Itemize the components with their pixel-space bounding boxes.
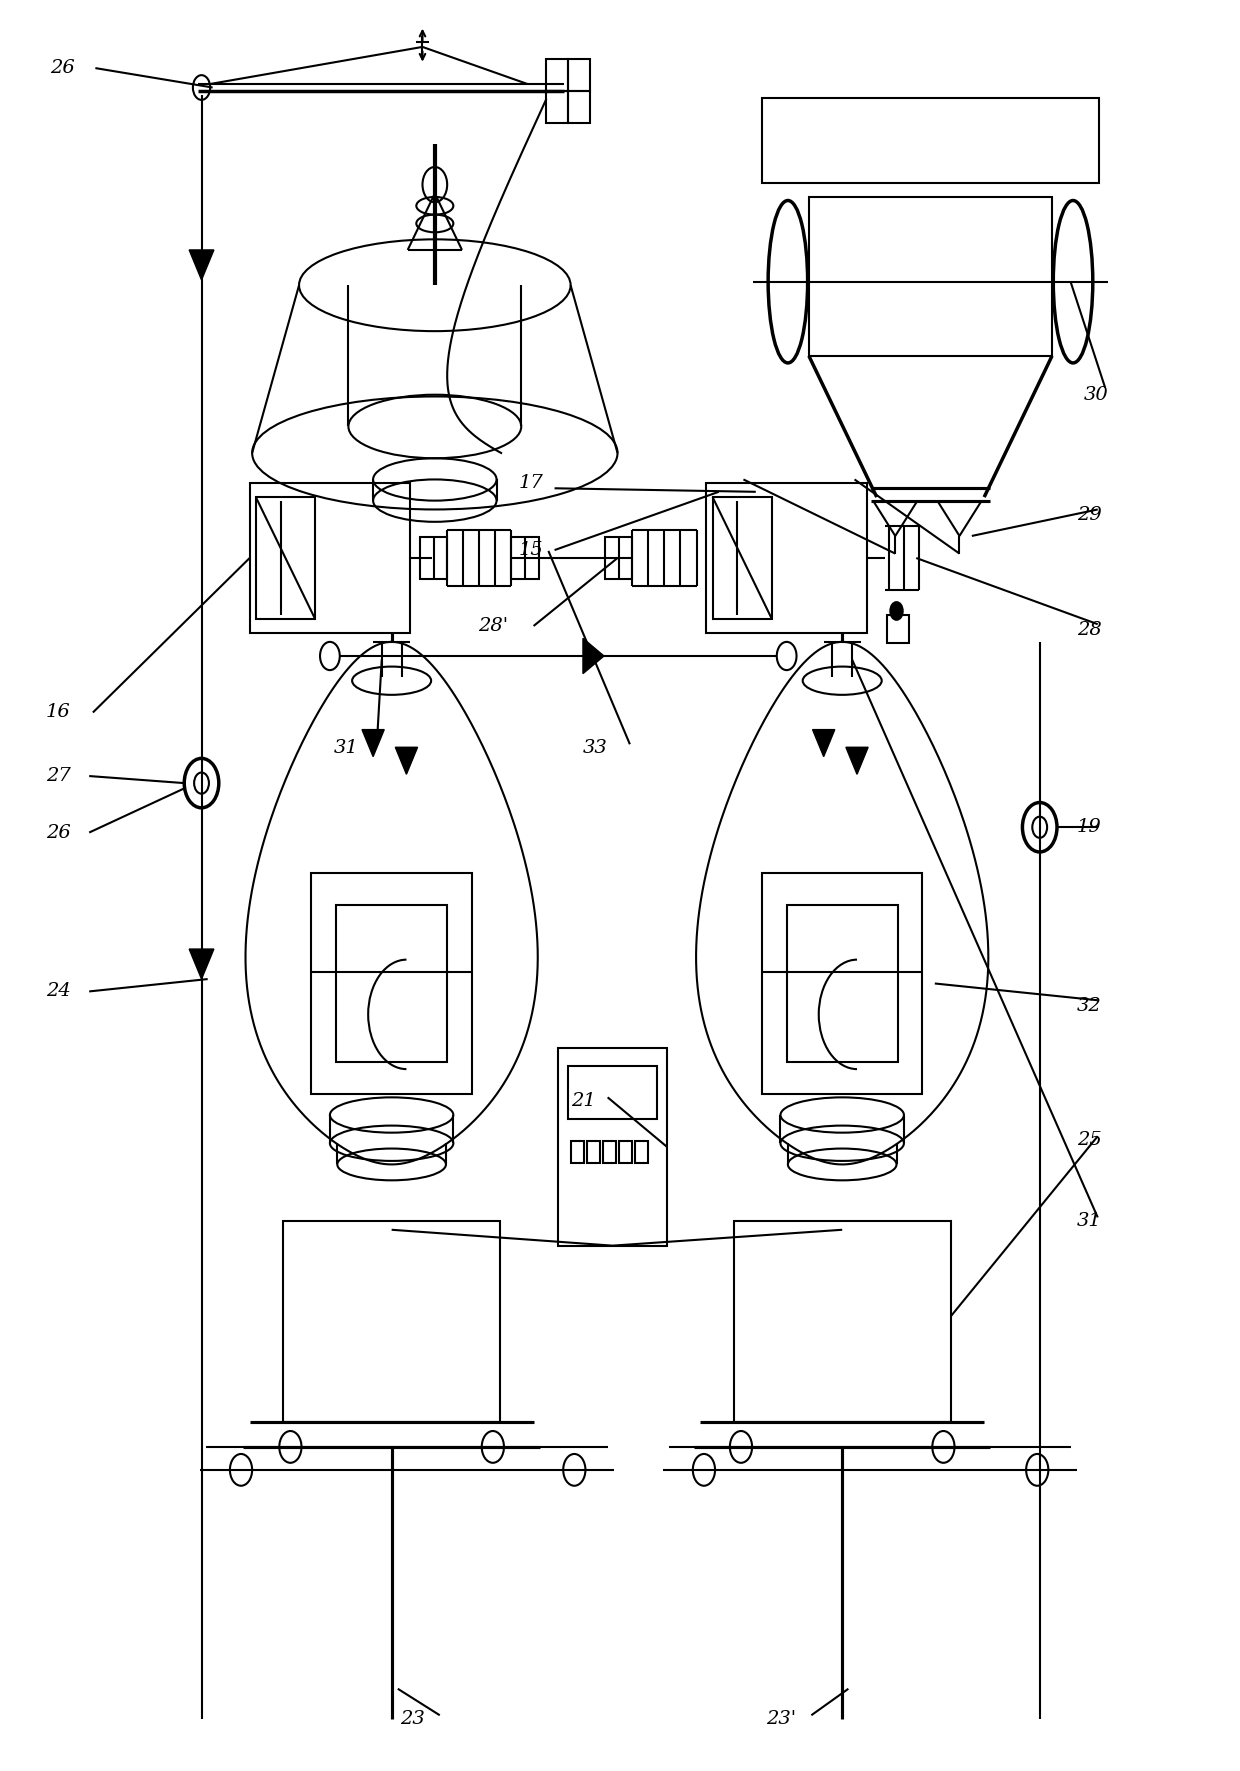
Text: 23': 23' [765,1709,796,1728]
Bar [511,537,538,579]
Bar [255,498,315,618]
Text: 28': 28' [479,616,508,636]
Text: 33: 33 [583,739,608,756]
Polygon shape [583,638,604,673]
Text: 21: 21 [570,1093,595,1110]
Bar [786,905,898,1063]
Bar [619,1142,632,1164]
Polygon shape [362,730,384,756]
Text: 23: 23 [401,1709,425,1728]
Bar [558,1048,667,1245]
Bar [570,1142,584,1164]
Text: 32: 32 [1076,997,1101,1015]
Text: 19: 19 [1076,818,1101,836]
Bar [734,1220,951,1422]
Text: 26: 26 [46,824,71,841]
Bar [249,483,410,632]
Text: 30: 30 [1084,386,1109,404]
Ellipse shape [1053,200,1092,363]
Text: 27: 27 [46,767,71,785]
Polygon shape [846,747,868,774]
Bar [761,97,1099,182]
Bar [635,1142,649,1164]
Bar [587,1142,600,1164]
Text: 29: 29 [1076,507,1101,524]
Bar [568,1066,657,1119]
Text: 17: 17 [518,475,543,492]
Bar [420,537,448,579]
Text: 25: 25 [1076,1130,1101,1149]
Bar [707,483,867,632]
Text: 24: 24 [46,983,71,1001]
Bar [887,615,909,643]
Bar [568,90,590,122]
Bar [568,58,590,90]
Text: 31: 31 [334,739,358,756]
Text: 31: 31 [1076,1211,1101,1229]
Polygon shape [396,747,418,774]
Ellipse shape [768,200,807,363]
Bar [713,498,771,618]
Bar [311,873,472,1094]
Bar [546,90,568,122]
Circle shape [890,602,903,620]
Bar [808,197,1052,356]
Bar [336,905,448,1063]
Bar [603,1142,616,1164]
Polygon shape [190,250,213,280]
Text: 15: 15 [518,542,543,560]
Polygon shape [812,730,835,756]
Bar [761,873,923,1094]
Text: 28: 28 [1076,620,1101,639]
Text: 16: 16 [46,703,71,721]
Text: 26: 26 [50,58,74,78]
Bar [546,58,568,90]
Bar [283,1220,500,1422]
Polygon shape [190,949,213,979]
Bar [605,537,632,579]
